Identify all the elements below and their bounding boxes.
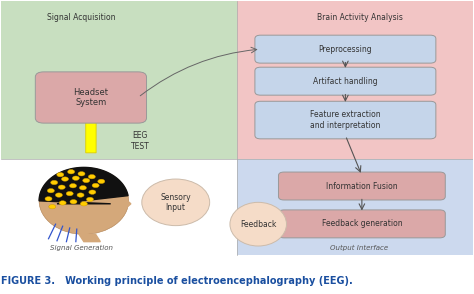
- Bar: [237, 1, 473, 159]
- Ellipse shape: [142, 179, 210, 225]
- Circle shape: [70, 183, 76, 188]
- Ellipse shape: [39, 167, 128, 234]
- Circle shape: [55, 193, 63, 197]
- Bar: [1, 1, 237, 159]
- Circle shape: [47, 188, 55, 193]
- Circle shape: [51, 180, 58, 185]
- Text: FIGURE 3.   Working principle of electroencephalography (EEG).: FIGURE 3. Working principle of electroen…: [1, 276, 353, 286]
- Text: Output Interface: Output Interface: [330, 244, 389, 250]
- Circle shape: [86, 197, 93, 202]
- Polygon shape: [124, 198, 131, 210]
- Text: Headset
System: Headset System: [73, 88, 109, 107]
- FancyBboxPatch shape: [36, 72, 146, 123]
- Circle shape: [58, 185, 65, 189]
- Circle shape: [80, 202, 87, 206]
- Circle shape: [49, 205, 56, 209]
- Circle shape: [62, 177, 69, 181]
- FancyBboxPatch shape: [255, 67, 436, 95]
- Circle shape: [89, 190, 96, 194]
- Bar: [1, 159, 237, 255]
- Text: Brain Activity Analysis: Brain Activity Analysis: [317, 13, 402, 22]
- Circle shape: [78, 172, 85, 176]
- FancyArrow shape: [81, 111, 101, 153]
- Circle shape: [92, 183, 99, 188]
- Circle shape: [59, 201, 66, 205]
- Circle shape: [77, 193, 84, 197]
- Circle shape: [82, 178, 90, 183]
- FancyBboxPatch shape: [255, 35, 436, 63]
- Circle shape: [45, 197, 52, 201]
- FancyBboxPatch shape: [278, 172, 445, 200]
- Circle shape: [70, 200, 77, 204]
- Text: Feedback generation: Feedback generation: [321, 219, 402, 228]
- Circle shape: [73, 176, 79, 180]
- Text: Preprocessing: Preprocessing: [319, 45, 372, 54]
- Bar: [237, 159, 473, 255]
- FancyBboxPatch shape: [278, 210, 445, 238]
- Circle shape: [57, 173, 64, 177]
- Text: Artifact handling: Artifact handling: [313, 77, 378, 86]
- Text: Sensory
Input: Sensory Input: [160, 193, 191, 212]
- Text: Information Fusion: Information Fusion: [326, 181, 398, 191]
- Circle shape: [88, 175, 95, 179]
- Text: EEG
TEST: EEG TEST: [131, 131, 150, 151]
- Circle shape: [66, 191, 73, 196]
- Text: Feedback: Feedback: [240, 220, 276, 229]
- Circle shape: [98, 179, 105, 183]
- Polygon shape: [39, 167, 128, 204]
- Ellipse shape: [230, 202, 286, 246]
- Text: Signal Generation: Signal Generation: [50, 244, 113, 250]
- Polygon shape: [79, 234, 100, 242]
- FancyBboxPatch shape: [255, 101, 436, 139]
- Text: Signal Acquisition: Signal Acquisition: [47, 13, 116, 22]
- Circle shape: [79, 186, 86, 190]
- Text: Feature extraction
and interpretation: Feature extraction and interpretation: [310, 110, 381, 130]
- Circle shape: [68, 170, 75, 174]
